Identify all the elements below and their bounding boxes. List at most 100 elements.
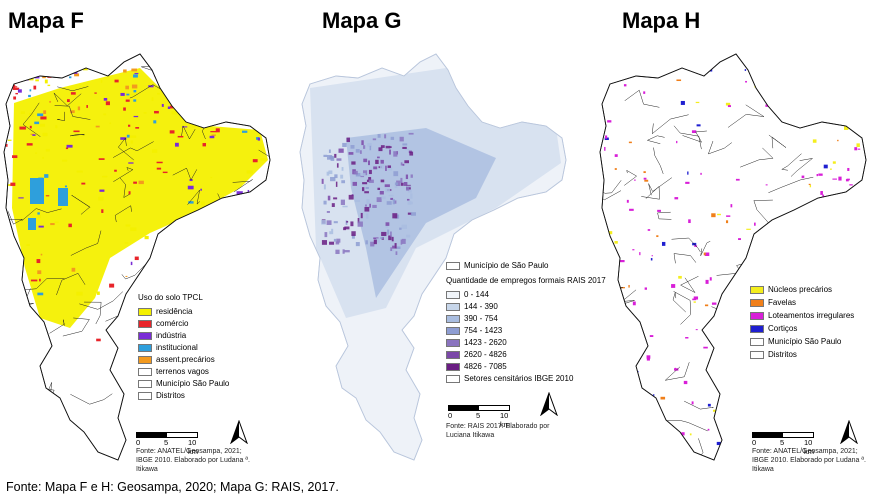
land-use-patch bbox=[188, 201, 194, 204]
land-use-patch bbox=[25, 74, 28, 79]
settlement-patch bbox=[773, 423, 777, 427]
scale-label-mid: 5 bbox=[164, 438, 169, 447]
land-use-patch bbox=[70, 92, 76, 95]
settlement-patch bbox=[604, 137, 609, 141]
land-use-patch bbox=[183, 71, 186, 73]
land-use-patch bbox=[131, 68, 138, 72]
settlement-patch bbox=[825, 275, 830, 280]
district-line bbox=[49, 319, 65, 334]
settlement-patch bbox=[694, 245, 698, 247]
employment-tract bbox=[402, 143, 408, 146]
settlement-patch bbox=[715, 346, 718, 351]
employment-tract bbox=[384, 134, 387, 139]
employment-tract bbox=[336, 238, 341, 243]
employment-tract bbox=[396, 246, 401, 249]
employment-tract bbox=[327, 195, 331, 201]
map-g-north-arrow-icon bbox=[540, 392, 558, 416]
land-use-patch bbox=[247, 189, 250, 193]
district-line bbox=[21, 208, 62, 222]
land-use-patch bbox=[50, 223, 55, 226]
map-h-title: Mapa H bbox=[622, 8, 701, 33]
district-line bbox=[57, 86, 89, 92]
land-use-patch bbox=[158, 74, 164, 76]
land-use-patch bbox=[32, 134, 36, 136]
settlement-patch bbox=[606, 264, 610, 269]
district-line bbox=[672, 292, 686, 313]
district-line bbox=[751, 54, 765, 63]
settlement-patch bbox=[765, 184, 768, 186]
legend-swatch bbox=[138, 332, 152, 340]
employment-tract bbox=[353, 170, 358, 175]
employment-tract bbox=[388, 166, 393, 171]
land-use-patch bbox=[12, 87, 20, 90]
settlement-patch bbox=[711, 302, 717, 305]
settlement-patch bbox=[724, 319, 727, 324]
employment-tract bbox=[410, 174, 413, 178]
land-use-patch bbox=[123, 69, 127, 73]
map-f-legend: Uso do solo TPCL residência comércio indús… bbox=[138, 292, 229, 402]
settlement-patch bbox=[780, 247, 785, 249]
settlement-patch bbox=[742, 316, 748, 320]
settlement-patch bbox=[823, 71, 828, 75]
land-use-patch bbox=[156, 161, 163, 164]
employment-tract bbox=[326, 171, 330, 176]
district-line bbox=[53, 92, 82, 107]
settlement-patch bbox=[647, 229, 651, 231]
map-g-title: Mapa G bbox=[322, 8, 402, 33]
land-use-patch bbox=[209, 135, 215, 139]
land-use-patch bbox=[180, 84, 188, 87]
map-g-legend-item: 754 - 1423 bbox=[446, 325, 606, 337]
legend-label: 144 - 390 bbox=[464, 302, 498, 311]
land-use-patch bbox=[257, 320, 260, 323]
land-use-patch bbox=[33, 68, 39, 73]
employment-tract bbox=[364, 191, 369, 194]
legend-swatch bbox=[138, 380, 152, 388]
settlement-patch bbox=[816, 174, 818, 177]
map-g-legend-item: Setores censitários IBGE 2010 bbox=[446, 373, 606, 385]
land-use-patch bbox=[169, 130, 175, 134]
map-f-boundary bbox=[3, 53, 271, 461]
land-use-patch bbox=[261, 71, 267, 75]
settlement-patch bbox=[786, 364, 790, 367]
settlement-patch bbox=[844, 126, 849, 130]
employment-tract bbox=[400, 239, 403, 245]
settlement-patch bbox=[802, 234, 807, 237]
land-use-patch bbox=[213, 232, 217, 236]
land-use-patch bbox=[97, 291, 100, 295]
settlement-patch bbox=[606, 419, 609, 422]
settlement-patch bbox=[725, 102, 731, 106]
land-use-patch bbox=[192, 238, 197, 240]
employment-tract bbox=[385, 222, 390, 226]
district-line bbox=[844, 54, 866, 71]
land-use-patch bbox=[134, 72, 139, 75]
settlement-patch bbox=[775, 266, 778, 271]
map-g-legend-item: 144 - 390 bbox=[446, 301, 606, 313]
land-use-patch bbox=[220, 261, 223, 264]
employment-tract bbox=[365, 240, 368, 245]
settlement-patch bbox=[832, 178, 837, 180]
employment-tract bbox=[394, 185, 398, 188]
land-use-patch bbox=[39, 123, 46, 127]
employment-tract bbox=[324, 232, 328, 238]
settlement-patch bbox=[813, 257, 817, 260]
map-f-legend-item: residência bbox=[138, 306, 229, 318]
district-line bbox=[653, 147, 664, 174]
employment-tract bbox=[390, 136, 395, 140]
scale-label-zero: 0 bbox=[752, 438, 757, 447]
settlement-patch bbox=[860, 386, 863, 389]
land-use-patch bbox=[161, 103, 164, 107]
land-use-patch bbox=[242, 130, 248, 133]
employment-tract bbox=[360, 212, 363, 219]
legend-swatch bbox=[750, 298, 764, 307]
district-line bbox=[121, 261, 149, 280]
legend-swatch bbox=[750, 285, 764, 294]
employment-tract bbox=[372, 204, 377, 208]
land-use-patch bbox=[257, 137, 261, 141]
district-line bbox=[684, 400, 714, 410]
land-use-patch bbox=[35, 152, 38, 154]
land-use-patch bbox=[98, 158, 105, 160]
settlement-patch bbox=[646, 358, 650, 361]
land-use-patch bbox=[105, 101, 110, 106]
employment-tract bbox=[336, 158, 342, 161]
employment-tract bbox=[362, 182, 368, 185]
